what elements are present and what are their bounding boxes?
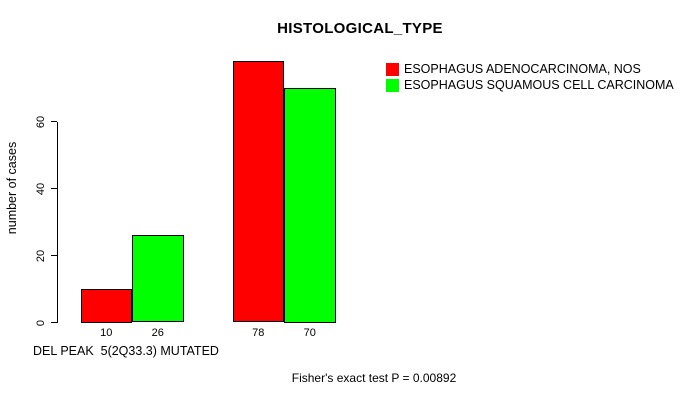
bar-green-group1 xyxy=(132,235,184,323)
bar-value-label: 70 xyxy=(303,326,316,339)
bar-value-label: 10 xyxy=(100,326,113,339)
legend-item: ESOPHAGUS ADENOCARCINOMA, NOS xyxy=(386,63,674,76)
chart-title: HISTOLOGICAL_TYPE xyxy=(277,20,443,37)
x-axis-label: DEL PEAK 5(2Q33.3) MUTATED xyxy=(33,344,219,358)
legend-label: ESOPHAGUS ADENOCARCINOMA, NOS xyxy=(404,62,641,76)
legend-label: ESOPHAGUS SQUAMOUS CELL CARCINOMA xyxy=(404,78,674,92)
y-tick-label: 40 xyxy=(35,182,47,195)
bar-red-group2 xyxy=(232,61,284,323)
legend-item: ESOPHAGUS SQUAMOUS CELL CARCINOMA xyxy=(386,79,674,92)
bar-value-label: 78 xyxy=(252,326,265,339)
legend-swatch-green-icon xyxy=(386,79,399,92)
y-tick-mark xyxy=(51,121,57,122)
fisher-test-footnote: Fisher's exact test P = 0.00892 xyxy=(291,371,457,385)
y-tick-mark xyxy=(51,188,57,189)
y-tick-mark xyxy=(51,322,57,323)
legend-swatch-red-icon xyxy=(386,63,399,76)
y-tick-mark xyxy=(51,255,57,256)
y-tick-label: 0 xyxy=(35,319,47,326)
bar-green-group2 xyxy=(284,88,336,323)
y-tick-label: 20 xyxy=(35,249,47,262)
bar-value-label: 26 xyxy=(151,326,164,339)
legend: ESOPHAGUS ADENOCARCINOMA, NOS ESOPHAGUS … xyxy=(386,63,674,95)
y-axis-label: number of cases xyxy=(5,141,19,235)
bar-red-group1 xyxy=(80,289,132,323)
y-tick-label: 60 xyxy=(35,115,47,128)
y-axis-line xyxy=(57,121,58,323)
